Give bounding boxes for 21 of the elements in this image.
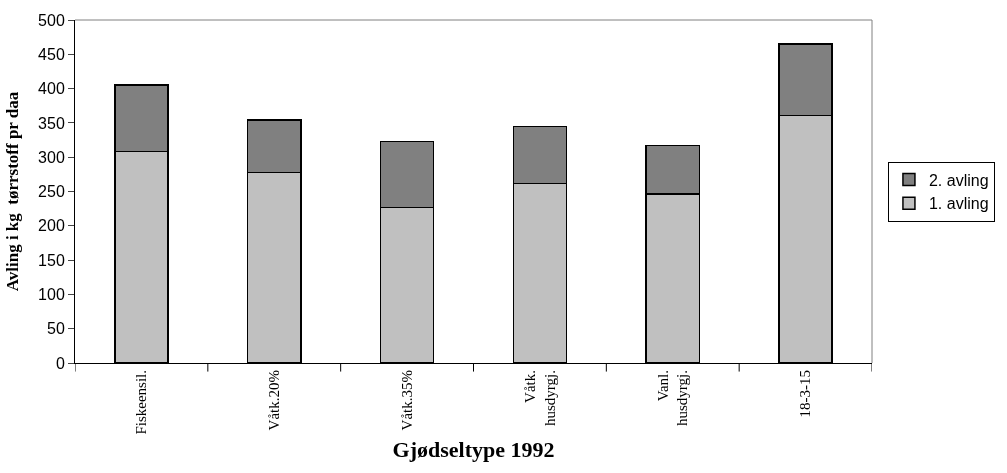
y-tick-label: 200 <box>38 217 65 235</box>
y-tick-label: 150 <box>38 251 65 269</box>
y-tick-label: 0 <box>55 354 65 372</box>
x-axis-title: Gjødseltype 1992 <box>392 437 555 463</box>
x-tick-label: Fiskeensil. <box>133 370 150 435</box>
x-tick-label: 18-3-15 <box>797 370 814 418</box>
y-tick-label: 350 <box>38 114 65 132</box>
x-tick-label: Våtk. husdyrgj. <box>522 370 558 426</box>
y-tick-label: 450 <box>38 45 65 63</box>
y-tick-label: 50 <box>47 320 65 338</box>
x-tick-label: Våtk.20% <box>266 370 283 431</box>
y-tick-label: 100 <box>38 286 65 303</box>
legend-label: 1. avling <box>928 195 989 213</box>
y-tick-label: 400 <box>38 80 65 98</box>
y-axis-title: Avling i kg tørrstoff pr daa <box>2 91 22 292</box>
y-tick-label: 300 <box>38 148 65 166</box>
y-tick-label: 250 <box>38 183 65 201</box>
y-tick-label: 500 <box>38 11 65 29</box>
x-tick-label: Vanl. husdyrgj. <box>654 370 691 426</box>
legend-label: 2. avling <box>928 171 989 189</box>
x-tick-label: Våtk.35% <box>398 370 415 431</box>
